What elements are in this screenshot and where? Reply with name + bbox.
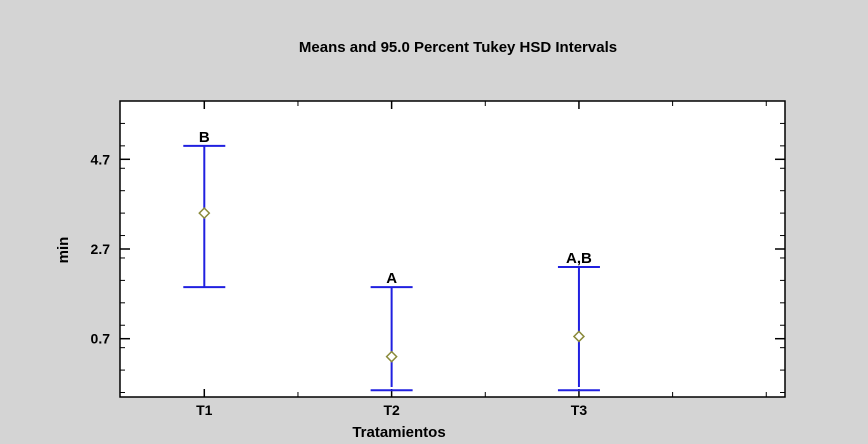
x-axis: T1 T2 T3 xyxy=(196,101,767,418)
x-tick-label: T1 xyxy=(196,402,213,418)
y-axis: 4.7 2.7 0.7 xyxy=(91,100,785,394)
x-tick-label: T2 xyxy=(383,402,400,418)
y-tick-label: 0.7 xyxy=(91,331,111,347)
x-axis-title: Tratamientos xyxy=(352,424,445,441)
data-marks: B A A,B xyxy=(183,129,600,392)
y-axis-title: min xyxy=(55,237,72,264)
y-tick-label: 2.7 xyxy=(91,241,111,257)
chart-title: Means and 95.0 Percent Tukey HSD Interva… xyxy=(299,39,617,56)
plot-area xyxy=(119,100,786,398)
mean-marker xyxy=(572,330,586,343)
mean-marker xyxy=(385,350,398,363)
mean-marker xyxy=(198,207,211,220)
group-label: B xyxy=(199,129,210,146)
group-label: A xyxy=(386,270,397,287)
x-tick-label: T3 xyxy=(571,402,588,418)
group-label: A,B xyxy=(566,250,592,267)
y-tick-label: 4.7 xyxy=(91,151,111,167)
